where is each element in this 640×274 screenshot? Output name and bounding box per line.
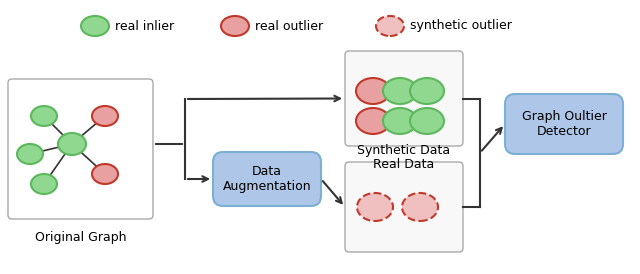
Ellipse shape <box>383 108 417 134</box>
Text: synthetic outlier: synthetic outlier <box>410 19 512 33</box>
FancyBboxPatch shape <box>8 79 153 219</box>
Ellipse shape <box>356 78 390 104</box>
Ellipse shape <box>58 133 86 155</box>
Ellipse shape <box>92 106 118 126</box>
Ellipse shape <box>410 78 444 104</box>
Ellipse shape <box>410 108 444 134</box>
Text: Graph Oultier
Detector: Graph Oultier Detector <box>522 110 607 138</box>
Text: Synthetic Data: Synthetic Data <box>357 144 451 157</box>
FancyBboxPatch shape <box>345 51 463 146</box>
Ellipse shape <box>31 174 57 194</box>
FancyBboxPatch shape <box>505 94 623 154</box>
Ellipse shape <box>17 144 43 164</box>
Text: Data
Augmentation: Data Augmentation <box>223 165 311 193</box>
FancyBboxPatch shape <box>213 152 321 206</box>
Ellipse shape <box>81 16 109 36</box>
Text: real outlier: real outlier <box>255 19 323 33</box>
Ellipse shape <box>221 16 249 36</box>
Ellipse shape <box>357 193 393 221</box>
Ellipse shape <box>31 106 57 126</box>
Ellipse shape <box>376 16 404 36</box>
Text: real inlier: real inlier <box>115 19 174 33</box>
Ellipse shape <box>402 193 438 221</box>
Ellipse shape <box>92 164 118 184</box>
Text: Original Graph: Original Graph <box>35 231 126 244</box>
Text: Real Data: Real Data <box>373 158 435 171</box>
Ellipse shape <box>356 108 390 134</box>
Ellipse shape <box>383 78 417 104</box>
FancyBboxPatch shape <box>345 162 463 252</box>
